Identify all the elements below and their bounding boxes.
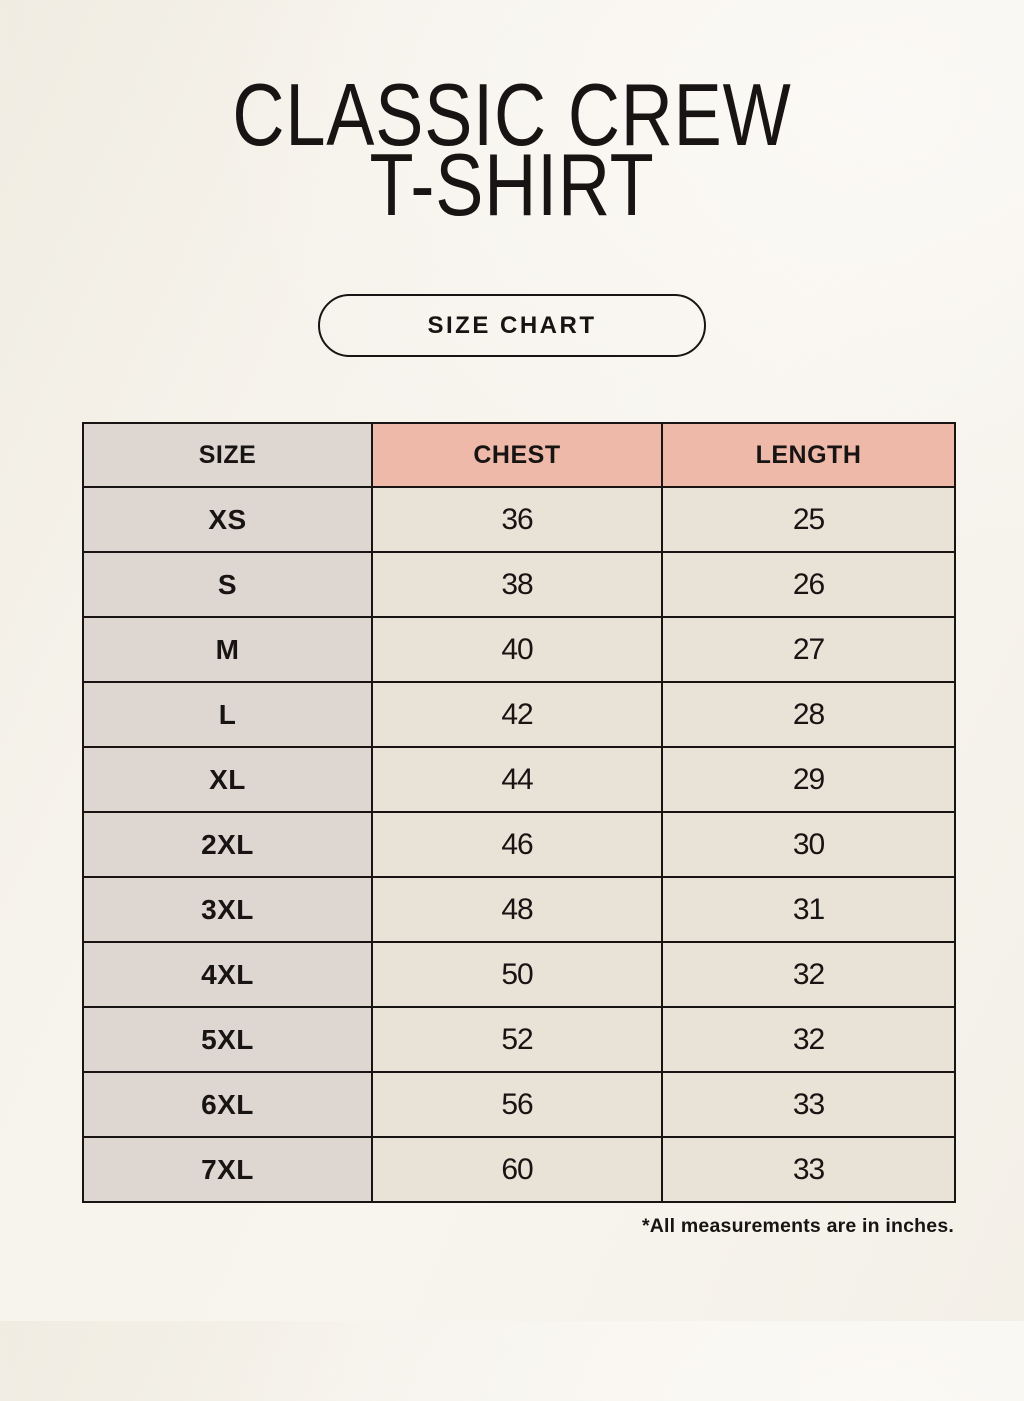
column-header-size: SIZE xyxy=(82,422,373,488)
length-cell: 28 xyxy=(661,681,956,748)
length-cell: 31 xyxy=(661,876,956,943)
table-header-row: SIZE CHEST LENGTH xyxy=(82,422,956,488)
measurements-note: *All measurements are in inches. xyxy=(641,1215,954,1237)
size-cell: 3XL xyxy=(82,876,373,943)
chest-cell: 38 xyxy=(371,551,663,618)
length-cell: 33 xyxy=(661,1071,956,1138)
size-chart-page: CLASSIC CREW T-SHIRT SIZE CHART SIZE CHE… xyxy=(0,65,1024,1401)
size-cell: 5XL xyxy=(82,1006,373,1073)
chest-cell: 46 xyxy=(371,811,663,878)
size-table: SIZE CHEST LENGTH XS 36 25 S 38 26 M 40 … xyxy=(82,422,956,1203)
size-chart-button-label: SIZE CHART xyxy=(427,311,597,339)
column-header-chest: CHEST xyxy=(371,422,663,488)
size-cell: S xyxy=(82,551,373,618)
table-row: 2XL 46 30 xyxy=(82,811,956,878)
size-cell: 6XL xyxy=(82,1071,373,1138)
column-header-length: LENGTH xyxy=(661,422,956,488)
chest-cell: 44 xyxy=(371,746,663,813)
size-cell: XL xyxy=(82,746,373,813)
table-row: 7XL 60 33 xyxy=(82,1136,956,1203)
length-cell: 25 xyxy=(661,486,956,553)
page-title-line1: CLASSIC CREW xyxy=(232,65,792,164)
size-cell: 7XL xyxy=(82,1136,373,1203)
chest-cell: 50 xyxy=(371,941,663,1008)
table-row: 4XL 50 32 xyxy=(82,941,956,1008)
length-cell: 26 xyxy=(661,551,956,618)
table-row: M 40 27 xyxy=(82,616,956,683)
table-row: S 38 26 xyxy=(82,551,956,618)
length-cell: 32 xyxy=(661,1006,956,1073)
chest-cell: 48 xyxy=(371,876,663,943)
length-cell: 30 xyxy=(661,811,956,878)
length-cell: 29 xyxy=(661,746,956,813)
table-row: XL 44 29 xyxy=(82,746,956,813)
table-row: XS 36 25 xyxy=(82,486,956,553)
chest-cell: 36 xyxy=(371,486,663,553)
table-row: 3XL 48 31 xyxy=(82,876,956,943)
size-cell: XS xyxy=(82,486,373,553)
size-cell: 2XL xyxy=(82,811,373,878)
chest-cell: 52 xyxy=(371,1006,663,1073)
size-cell: M xyxy=(82,616,373,683)
chest-cell: 60 xyxy=(371,1136,663,1203)
chest-cell: 40 xyxy=(371,616,663,683)
table-row: L 42 28 xyxy=(82,681,956,748)
length-cell: 27 xyxy=(661,616,956,683)
length-cell: 33 xyxy=(661,1136,956,1203)
table-row: 5XL 52 32 xyxy=(82,1006,956,1073)
chest-cell: 42 xyxy=(371,681,663,748)
length-cell: 32 xyxy=(661,941,956,1008)
page-title-line2: T-SHIRT xyxy=(369,135,655,234)
size-chart-button[interactable]: SIZE CHART xyxy=(318,294,706,357)
chest-cell: 56 xyxy=(371,1071,663,1138)
size-cell: L xyxy=(82,681,373,748)
size-cell: 4XL xyxy=(82,941,373,1008)
table-row: 6XL 56 33 xyxy=(82,1071,956,1138)
page-title: CLASSIC CREW T-SHIRT xyxy=(92,65,932,234)
